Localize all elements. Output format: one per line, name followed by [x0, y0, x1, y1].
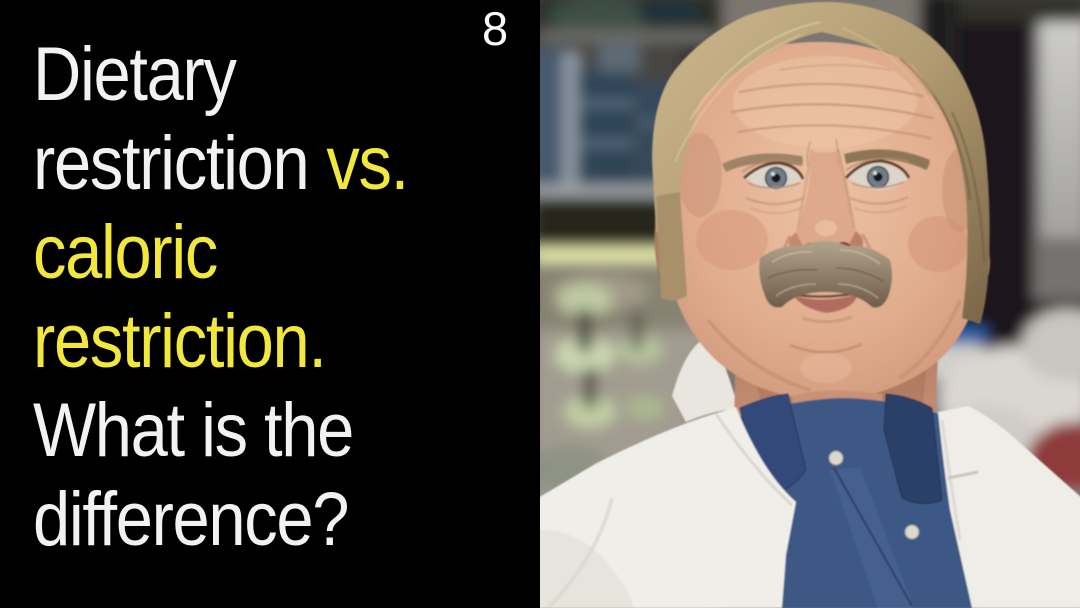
portrait-photo [540, 0, 1080, 608]
title-text: difference? [33, 477, 349, 562]
page-number: 8 [482, 2, 509, 55]
title-line-2: restriction vs. [33, 119, 409, 208]
scientist-portrait-image [540, 0, 1080, 608]
title-text: restriction [33, 121, 310, 206]
nose [788, 149, 864, 258]
shirt-collar-right [883, 393, 943, 504]
coat-right [938, 406, 1080, 608]
title-line-3: caloric [33, 208, 408, 297]
title-text-accent: caloric [33, 210, 218, 295]
sideburn [656, 192, 687, 301]
face [661, 41, 985, 400]
mustache [759, 240, 893, 308]
right-eyebrow [844, 149, 930, 170]
title-line-6: difference? [33, 475, 408, 564]
title-text-accent: restriction. [33, 299, 327, 384]
coat-left [540, 407, 796, 608]
lab-coat [540, 406, 1080, 608]
title-panel: 8 Dietary restriction vs. caloric restric… [33, 2, 509, 564]
coat-back-collar [672, 336, 738, 422]
right-eye [844, 157, 911, 214]
title-line-5: What is the [33, 386, 408, 475]
forehead-highlight [733, 56, 917, 148]
right-cheek [908, 216, 968, 272]
shirt-button [828, 450, 844, 466]
scientist [540, 1, 1080, 608]
title-line-4: restriction. [33, 297, 408, 386]
lower-lip [794, 294, 858, 313]
hair [652, 1, 990, 324]
coat-buttonhole [947, 470, 979, 480]
shirt-button [904, 524, 920, 540]
left-eye [741, 159, 805, 215]
slide-title: Dietary restriction vs. caloric restricti… [33, 30, 409, 564]
chin-crease [789, 342, 863, 354]
left-cheek [696, 210, 768, 270]
shirt [736, 393, 972, 608]
title-text-accent: vs. [326, 121, 409, 206]
title-text: What is the [33, 388, 354, 473]
title-line-1: Dietary [33, 30, 408, 119]
title-text: Dietary [33, 32, 237, 117]
